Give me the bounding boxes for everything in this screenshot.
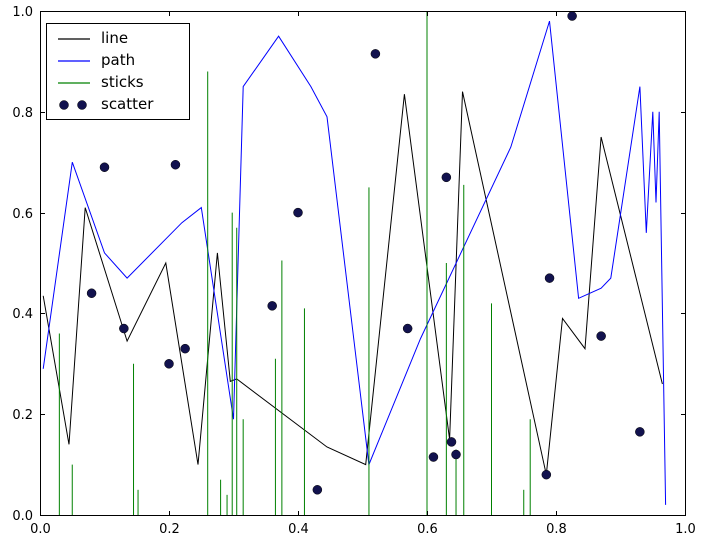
svg-text:0.2: 0.2 — [12, 408, 33, 423]
svg-text:0.0: 0.0 — [12, 509, 33, 524]
legend-label-path: path — [101, 51, 136, 69]
legend-label-line: line — [101, 29, 129, 47]
svg-text:0.2: 0.2 — [159, 522, 180, 537]
legend: line path sticks scatter — [46, 23, 190, 120]
svg-text:0.4: 0.4 — [12, 307, 33, 322]
svg-text:0.6: 0.6 — [417, 522, 438, 537]
svg-text:1.0: 1.0 — [675, 522, 696, 537]
legend-item-path: path — [57, 53, 175, 68]
svg-text:0.8: 0.8 — [546, 522, 567, 537]
scatter-sample-icon — [59, 99, 87, 110]
svg-text:0.4: 0.4 — [288, 522, 309, 537]
svg-text:1.0: 1.0 — [12, 5, 33, 20]
legend-label-scatter: scatter — [101, 95, 154, 113]
sticks-sample-icon — [58, 81, 90, 84]
legend-item-line: line — [57, 31, 175, 46]
svg-text:0.0: 0.0 — [30, 522, 51, 537]
legend-label-sticks: sticks — [101, 73, 144, 91]
legend-item-sticks: sticks — [57, 75, 175, 90]
legend-item-scatter: scatter — [57, 97, 175, 112]
path-sample-icon — [58, 59, 90, 62]
line-sample-icon — [58, 37, 90, 40]
svg-text:0.6: 0.6 — [12, 207, 33, 222]
svg-text:0.8: 0.8 — [12, 106, 33, 121]
